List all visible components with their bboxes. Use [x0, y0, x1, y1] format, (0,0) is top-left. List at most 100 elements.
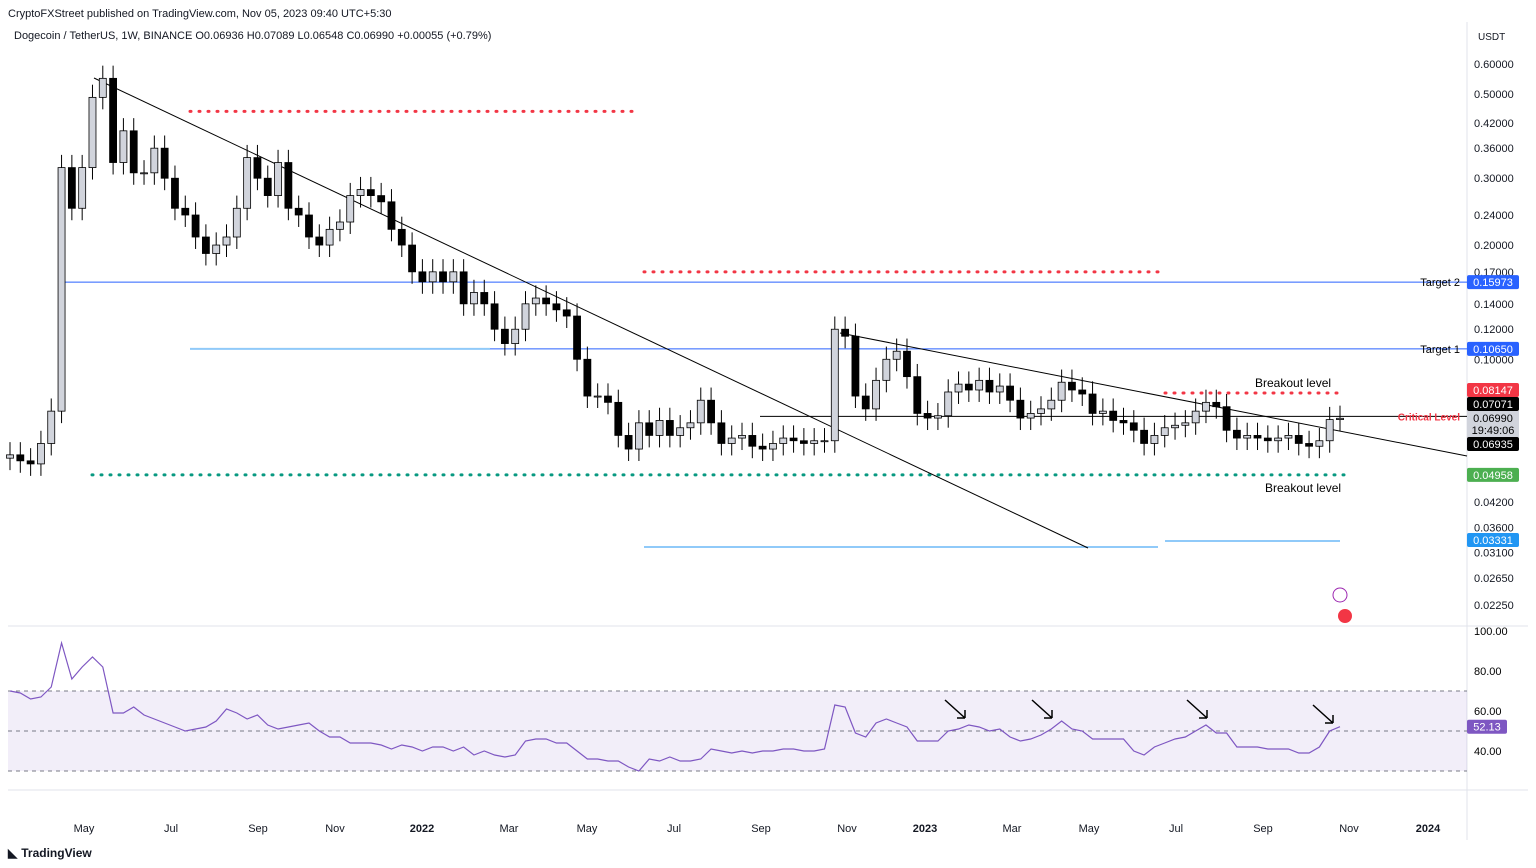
candle-up — [954, 383, 963, 393]
candle-down — [16, 454, 25, 462]
candle-down — [160, 147, 169, 179]
candle-down — [171, 177, 179, 209]
candle-up — [779, 437, 788, 444]
rsi-tick-label: 60.00 — [1474, 706, 1502, 718]
symbol-legend: Dogecoin / TetherUS, 1W, BINANCE O0.0693… — [14, 30, 492, 42]
candle-up — [98, 77, 107, 98]
candle-down — [408, 244, 416, 273]
candle-up — [521, 303, 530, 330]
candle-down — [1109, 410, 1118, 421]
candle-up — [1315, 440, 1324, 447]
candle-down — [377, 195, 386, 203]
candle-down — [1129, 422, 1138, 431]
candle-up — [88, 96, 97, 168]
arrow-annotation-icon — [1312, 704, 1334, 724]
candle-down — [1119, 420, 1128, 424]
candle-down — [1305, 443, 1313, 447]
candle-up — [470, 292, 478, 305]
rsi-value-bg — [1467, 719, 1507, 734]
rsi-value-tag: 52.13 — [1473, 722, 1501, 734]
y-tick-label: 0.14000 — [1474, 299, 1514, 311]
y-tick-label: 0.02650 — [1474, 573, 1514, 585]
candle-up — [243, 157, 252, 209]
rsi-tick-label: 80.00 — [1474, 666, 1502, 678]
candle-down — [387, 201, 396, 230]
candle-down — [1294, 435, 1303, 444]
candle-up — [212, 244, 221, 254]
candle-down — [851, 335, 860, 397]
candle-up — [1243, 435, 1252, 439]
candle-up — [78, 167, 87, 209]
candle-up — [336, 221, 344, 230]
candle-down — [315, 236, 324, 246]
candle-up — [346, 195, 355, 223]
critical-level-label: Critical Level — [1398, 412, 1460, 423]
candle-up — [511, 328, 520, 344]
candle-down — [552, 303, 561, 311]
last-price-bg — [1467, 411, 1519, 437]
candle-up — [37, 443, 45, 465]
candle-down — [923, 413, 932, 419]
candle-down — [903, 350, 911, 378]
candle-up — [635, 422, 643, 450]
candle-up — [150, 147, 159, 174]
candle-up — [1191, 410, 1200, 424]
x-tick-label: Nov — [837, 823, 857, 835]
candle-down — [1068, 381, 1076, 391]
price-tag-lower-zone: 0.03331 — [1473, 535, 1513, 547]
y-tick-label: 0.42000 — [1474, 118, 1514, 130]
x-tick-label: May — [74, 823, 95, 835]
arrow-annotation-icon — [1031, 699, 1053, 719]
candle-down — [1253, 435, 1262, 439]
candle-up — [232, 207, 241, 238]
candle-up — [1336, 417, 1344, 420]
candle-up — [892, 350, 901, 360]
price-tag-upper-breakout: 0.08147 — [1473, 385, 1513, 397]
brand-label: TradingView — [21, 846, 92, 860]
candle-down — [1088, 393, 1097, 414]
currency-label: USDT — [1478, 32, 1505, 43]
target-2-price-tag: 0.15973 — [1473, 277, 1513, 289]
x-tick-label: May — [577, 823, 598, 835]
bar-countdown: 19:49:06 — [1472, 425, 1515, 437]
x-tick-label: 2022 — [410, 823, 434, 835]
candle-down — [573, 315, 581, 360]
candle-down — [418, 271, 427, 283]
critical-level-price-tag: 0.07071 — [1473, 399, 1513, 411]
candle-up — [593, 395, 602, 398]
candle-down — [799, 440, 808, 444]
candle-up — [975, 379, 984, 391]
y-tick-label: 0.30000 — [1474, 173, 1514, 185]
y-tick-label: 0.24000 — [1474, 210, 1514, 222]
candle-down — [789, 437, 798, 442]
candle-down — [645, 422, 654, 436]
candle-up — [449, 271, 458, 283]
price-tag-upper-breakout-bg — [1467, 383, 1519, 397]
candle-down — [1006, 385, 1014, 401]
candle-down — [707, 399, 715, 424]
candle-up — [872, 379, 880, 410]
candle-down — [1212, 401, 1221, 408]
x-tick-label: Jul — [1169, 823, 1183, 835]
candle-down — [253, 157, 262, 179]
candle-down — [397, 228, 406, 246]
candle-down — [562, 309, 571, 317]
candle-up — [1098, 410, 1107, 414]
candle-up — [356, 189, 365, 196]
candle-down — [583, 358, 592, 397]
candle-down — [985, 379, 994, 393]
candle-down — [1222, 406, 1231, 431]
target-1-label: Target 1 — [1420, 344, 1460, 356]
breakout-level-label-lower: Breakout level — [1265, 481, 1341, 495]
candle-up — [1325, 419, 1334, 442]
candle-up — [531, 297, 540, 305]
x-tick-label: Nov — [1339, 823, 1359, 835]
candle-down — [717, 422, 726, 444]
x-tick-label: 2023 — [913, 823, 937, 835]
rsi-tick-label: 100.00 — [1474, 626, 1508, 638]
candle-up — [1047, 399, 1056, 410]
y-tick-label: 0.04200 — [1474, 497, 1514, 509]
price-tag-lower-breakout-bg — [1467, 467, 1519, 482]
candle-up — [57, 167, 66, 412]
